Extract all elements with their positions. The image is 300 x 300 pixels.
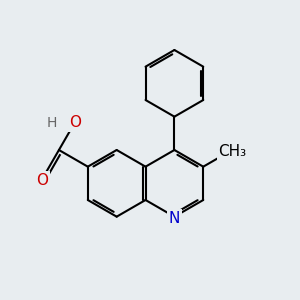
Text: H: H [47,116,58,130]
Text: O: O [36,173,48,188]
Text: CH₃: CH₃ [218,144,246,159]
Text: O: O [70,115,82,130]
Text: N: N [169,211,180,226]
